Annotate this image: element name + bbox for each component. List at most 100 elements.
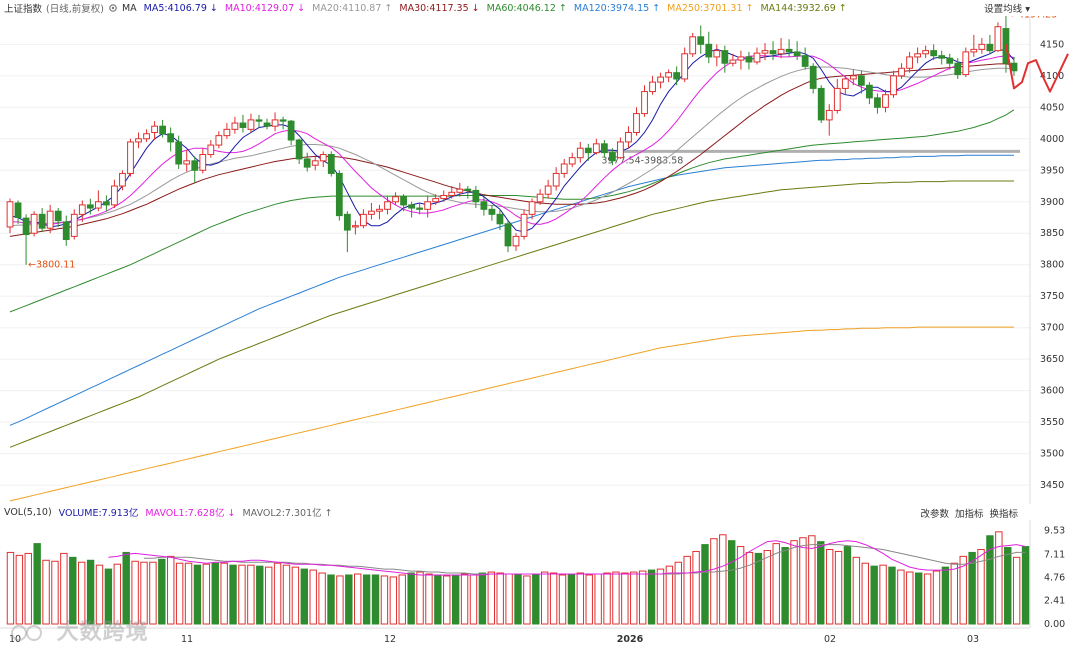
volume-bar [202,563,211,625]
candle-body [111,185,118,206]
candle-body [504,223,512,247]
candle-body [319,154,327,162]
candle-body [46,210,54,229]
candle [874,93,881,114]
candle [954,58,962,79]
candle-body [849,75,857,80]
y-tick-label: 3600 [1040,386,1064,397]
candle-body [231,122,239,130]
volume-bar [861,562,869,625]
candle [199,148,207,174]
ma-legend-item-3: MA30:4117.35 ↓ [399,2,480,14]
candle-body [38,213,46,229]
volume-bar [60,552,68,625]
candle [167,127,175,152]
volume-chart[interactable]: 0.00 2.41 4.76 7.11 9.53 10 11 12 2026 02 03 [0,520,1080,646]
candle [761,43,769,61]
candlestick-chart[interactable]: 3450 3500 3550 3600 3650 3700 3750 3800 3850 3900… [0,16,1080,504]
candle-body [536,193,544,203]
volume-bar [754,552,763,625]
candle-body [617,141,624,159]
volume-bar [576,572,585,625]
candle-body [898,67,905,77]
volume-bar [977,548,985,625]
volume-bar [6,551,15,625]
change-params-button[interactable]: 改参数 [920,509,949,520]
volume-bar [131,560,139,625]
volume-bar [175,562,184,625]
hand-drawn-annotation [1005,44,1069,93]
volume-bar [897,569,905,625]
candle [86,198,94,215]
candle-body [625,131,632,143]
candle [496,209,504,231]
volume-bar [585,574,593,625]
indicator-header: 上证指数 (日线,前复权) MA MA5:4106.79 ↓ MA10:4129.… [0,0,1040,16]
candle-body [657,76,664,83]
volume-bar [238,564,246,625]
volume-bar [389,576,398,625]
candle [801,47,809,70]
candle [448,186,456,199]
ma-legend-item-7: MA144:3932.69 ↑ [760,2,847,14]
volume-bar [941,566,950,625]
candle [440,190,448,202]
switch-indicator-button[interactable]: 换指标 [989,509,1018,520]
volume-bar [603,572,611,625]
candle-body [191,160,199,171]
candle [351,220,359,235]
candle [38,208,46,232]
candle-body [673,72,681,80]
ma-legend-item-2: MA20:4110.87 ↑ [312,2,393,14]
high-annotation: ←4197.23 [1010,16,1057,21]
volume-bar [906,571,914,625]
volume-bar [282,564,291,625]
ma120-line [9,154,1014,426]
volume-bar [460,573,469,625]
volume-bar [15,554,24,625]
candle [512,233,520,251]
volume-bar [398,574,406,625]
candle [978,38,986,54]
candle [777,38,785,59]
volume-bar [362,574,371,625]
volume-bar [594,573,602,625]
candle [78,200,86,222]
volume-tools: 改参数 加指标 换指标 [920,506,1018,520]
candle [239,114,247,133]
candle [191,156,199,183]
candle [392,192,399,205]
volume-bar [264,566,273,625]
x-tick-label: 11 [181,634,193,645]
volume-bar [638,570,647,625]
y-tick-label: 3450 [1040,480,1064,491]
gear-icon[interactable] [108,3,118,13]
candle [729,53,737,67]
volume-bar [549,572,558,625]
index-title: 上证指数 [4,4,43,15]
candle-body [1010,62,1018,72]
volume-bar [763,549,772,625]
candle-body [874,97,881,108]
volume-bar [33,543,41,625]
candle [119,170,126,191]
volume-bar [808,535,816,625]
candle [825,104,833,136]
vol-legend-item-0: VOLUME:7.913亿 [58,508,139,519]
candle [528,198,536,220]
candle-body [761,50,769,54]
candle [793,41,801,61]
candle-body [930,50,938,57]
settings-ma-button[interactable]: 设置均线 ▾ [984,1,1030,15]
candle [898,63,905,79]
candle-body [432,198,440,203]
candle [327,151,335,177]
candle [657,72,664,89]
candle-body [159,125,167,135]
volume-bar [478,572,487,625]
candle-body [713,50,721,58]
watermark-text: 大数跨境 [56,620,149,645]
volume-header: VOL(5,10) VOLUME:7.913亿 MAVOL1:7.628亿 ↓ MA… [0,505,1040,520]
volume-bar [932,570,941,625]
add-indicator-button[interactable]: 加指标 [954,509,984,520]
